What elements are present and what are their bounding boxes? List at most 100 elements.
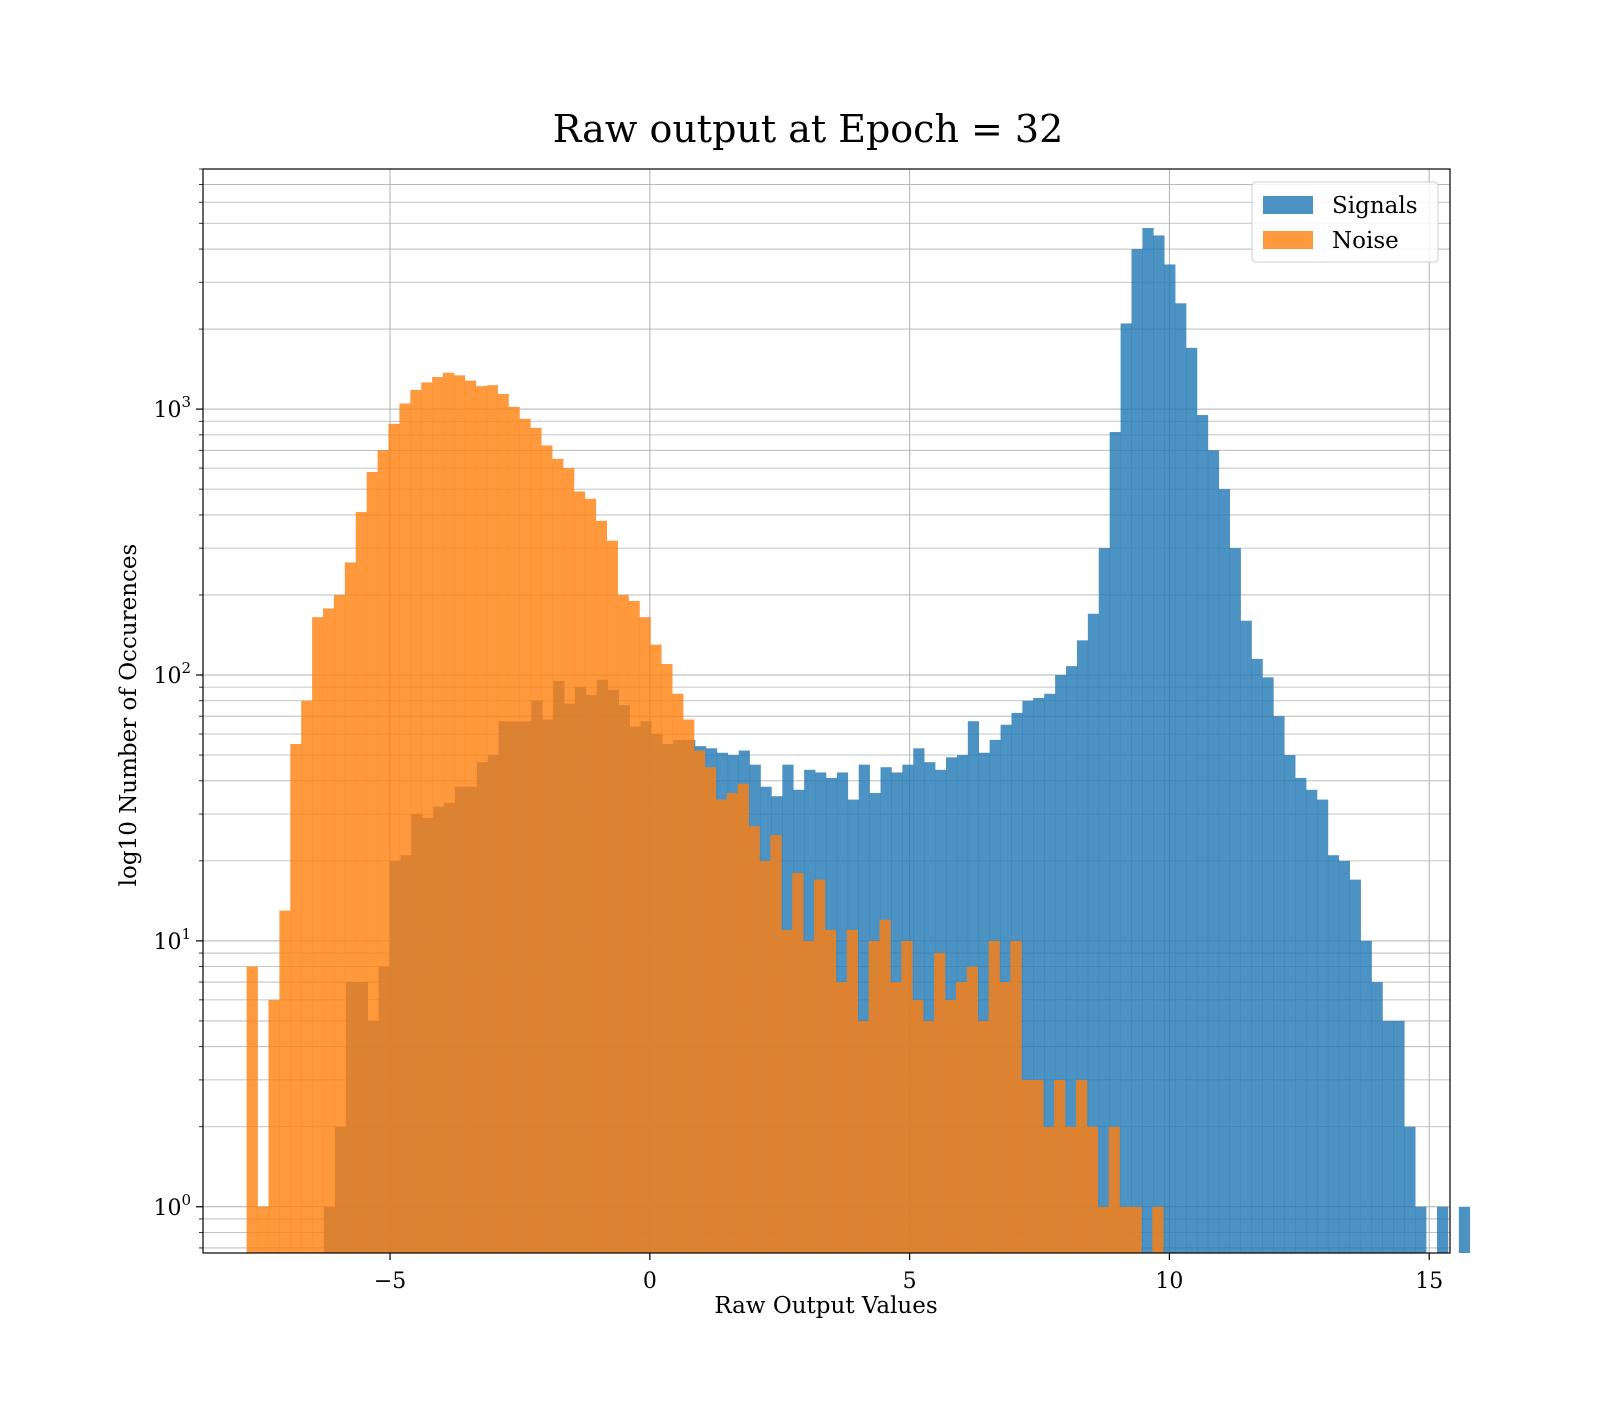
histogram-bar xyxy=(388,423,400,1254)
histogram-bar xyxy=(1186,347,1198,1253)
histogram-bar xyxy=(890,982,902,1253)
histogram-bar xyxy=(475,386,487,1254)
histogram-bar xyxy=(824,929,837,1253)
axes-frame xyxy=(202,168,1451,1254)
histogram-bar xyxy=(1097,1206,1109,1253)
histogram-bar xyxy=(1404,1126,1416,1253)
histogram-bar xyxy=(1075,1079,1088,1253)
histogram-bar xyxy=(377,450,389,1253)
histogram-bar xyxy=(715,799,728,1253)
histogram-bar xyxy=(323,608,335,1253)
histogram-bar xyxy=(584,498,597,1253)
plot-area-border xyxy=(202,168,1451,1254)
histogram-bar xyxy=(846,929,858,1253)
histogram-bars xyxy=(246,227,1471,1254)
histogram-bar xyxy=(541,445,553,1253)
histogram-bar xyxy=(497,393,509,1253)
histogram-bar xyxy=(672,693,684,1253)
histogram-bar xyxy=(1120,323,1132,1253)
histogram-bar xyxy=(748,826,760,1253)
histogram-bar xyxy=(1055,674,1067,1253)
histogram-bar xyxy=(301,700,313,1253)
histogram-bar xyxy=(1349,879,1361,1253)
histogram-bar xyxy=(1064,1126,1077,1253)
histogram-bar xyxy=(1032,1079,1044,1253)
histogram-bar xyxy=(530,427,542,1253)
x-tick-label: 0 xyxy=(643,1269,657,1294)
histogram-bar xyxy=(759,860,771,1253)
legend: Signals Noise xyxy=(1251,181,1439,263)
histogram-bar xyxy=(1022,700,1034,1253)
histogram-bar xyxy=(453,375,466,1253)
histogram-bar xyxy=(486,385,498,1254)
legend-label: Signals xyxy=(1332,193,1418,219)
histogram-bar xyxy=(443,372,455,1253)
histogram-bar xyxy=(1240,620,1252,1253)
histogram-bar xyxy=(399,403,411,1253)
histogram-bar xyxy=(573,491,586,1253)
histogram-bar xyxy=(508,406,520,1254)
histogram-bar xyxy=(1130,1206,1142,1253)
histogram-bar xyxy=(464,380,477,1253)
histogram-bar xyxy=(966,966,978,1253)
histogram-bar xyxy=(312,617,324,1253)
x-tick-label: 15 xyxy=(1415,1269,1443,1294)
histogram-bar xyxy=(683,719,695,1253)
histogram-bar xyxy=(726,792,738,1253)
histogram-bar xyxy=(1437,1206,1449,1253)
histogram-bar xyxy=(781,929,793,1253)
histogram-bar xyxy=(868,940,880,1253)
histogram-bar xyxy=(1382,1020,1394,1253)
histogram-bar xyxy=(1458,1206,1471,1253)
legend-label: Noise xyxy=(1332,228,1399,254)
histogram-bar xyxy=(432,377,444,1253)
histogram-bar xyxy=(934,953,946,1253)
histogram-bar xyxy=(606,540,618,1253)
histogram-bar xyxy=(661,663,673,1253)
histogram-bar xyxy=(1175,303,1187,1253)
histogram-bar xyxy=(944,999,957,1253)
histogram-bar xyxy=(1098,548,1110,1253)
legend-swatch xyxy=(1263,196,1313,214)
x-axis-label: Raw Output Values xyxy=(714,1293,937,1319)
histogram-bar xyxy=(1142,227,1154,1253)
histogram-bar xyxy=(1218,489,1230,1254)
histogram-bar xyxy=(988,940,1000,1253)
chart-title: Raw output at Epoch = 32 xyxy=(553,107,1064,151)
histogram-bar xyxy=(770,835,782,1253)
histogram-bar xyxy=(355,512,367,1253)
axis-ticks: −5 0 5 10 15 100 101 102 103 xyxy=(153,168,1443,1294)
histogram-bar xyxy=(901,940,913,1253)
histogram-bar xyxy=(595,520,608,1253)
y-tick-label: 100 xyxy=(153,1191,191,1221)
x-tick-label: 5 xyxy=(903,1269,917,1294)
histogram-bar xyxy=(1338,860,1351,1253)
histogram-bar xyxy=(1207,450,1220,1253)
histogram-bar xyxy=(857,1020,869,1253)
y-axis-label: log10 Number of Occurences xyxy=(116,544,142,887)
histogram-bar xyxy=(279,910,291,1253)
histogram-bar xyxy=(628,600,640,1253)
histogram-bar xyxy=(1262,677,1274,1253)
histogram-bar xyxy=(1044,693,1056,1253)
histogram-bar xyxy=(333,594,346,1253)
histogram-bar xyxy=(1108,1126,1120,1253)
histogram-bar xyxy=(1054,1079,1066,1253)
histogram-bar xyxy=(912,999,924,1253)
legend-entry-signals: Signals xyxy=(1263,193,1418,219)
histogram-bar xyxy=(977,1020,989,1253)
histogram-bar xyxy=(1066,666,1078,1253)
histogram-bar xyxy=(563,468,575,1253)
x-tick-label: 10 xyxy=(1155,1269,1183,1294)
histogram-bar xyxy=(1371,982,1383,1253)
y-tick-label: 101 xyxy=(153,925,191,955)
histogram-bar xyxy=(978,752,990,1253)
histogram-bar xyxy=(421,382,433,1253)
histogram-bar xyxy=(366,472,378,1253)
histogram-bar xyxy=(1152,1206,1164,1253)
histogram-bar xyxy=(792,873,804,1253)
y-tick-label: 103 xyxy=(153,393,191,423)
histogram-bar xyxy=(1284,755,1296,1253)
